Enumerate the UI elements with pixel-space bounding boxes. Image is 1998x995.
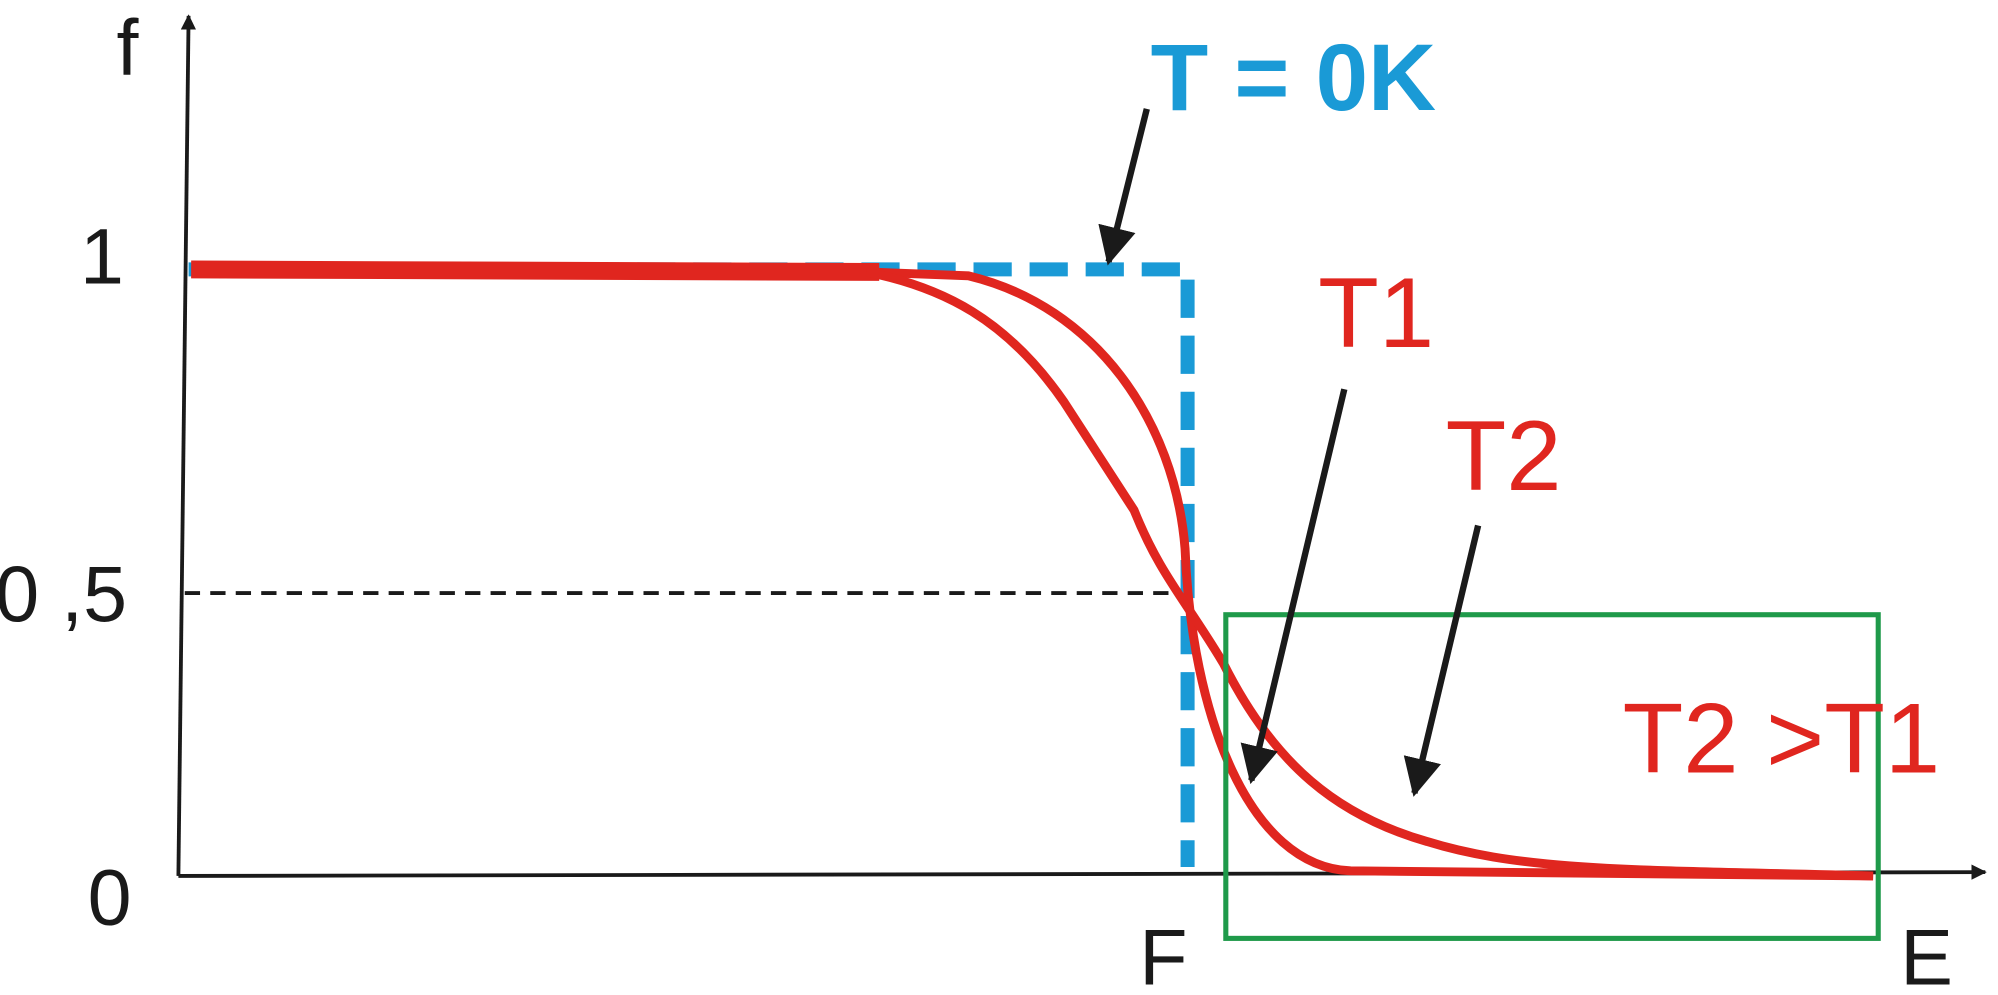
arrow bbox=[1403, 524, 1482, 797]
arrow bbox=[1240, 388, 1348, 785]
y-axis bbox=[176, 14, 197, 876]
x-axis-label: E bbox=[1900, 912, 1953, 995]
y-tick-label: 0 ,5 bbox=[0, 549, 127, 638]
y-tick-label: 1 bbox=[80, 211, 124, 300]
t2-curve bbox=[865, 267, 1874, 881]
annotation: T2 bbox=[1446, 401, 1562, 512]
annotation: T2 >T1 bbox=[1623, 684, 1941, 795]
flat-curve bbox=[191, 260, 880, 281]
step-curve bbox=[188, 262, 1195, 868]
x-tick-label: F bbox=[1139, 912, 1187, 995]
annotation: T1 bbox=[1318, 258, 1434, 369]
y-tick-label: 0 bbox=[88, 852, 132, 941]
y-axis-label: f bbox=[116, 2, 139, 91]
arrow bbox=[1098, 108, 1150, 266]
highlight-box bbox=[1223, 612, 1881, 941]
annotation: T = 0K bbox=[1151, 25, 1437, 130]
t1-curve bbox=[866, 267, 1874, 881]
